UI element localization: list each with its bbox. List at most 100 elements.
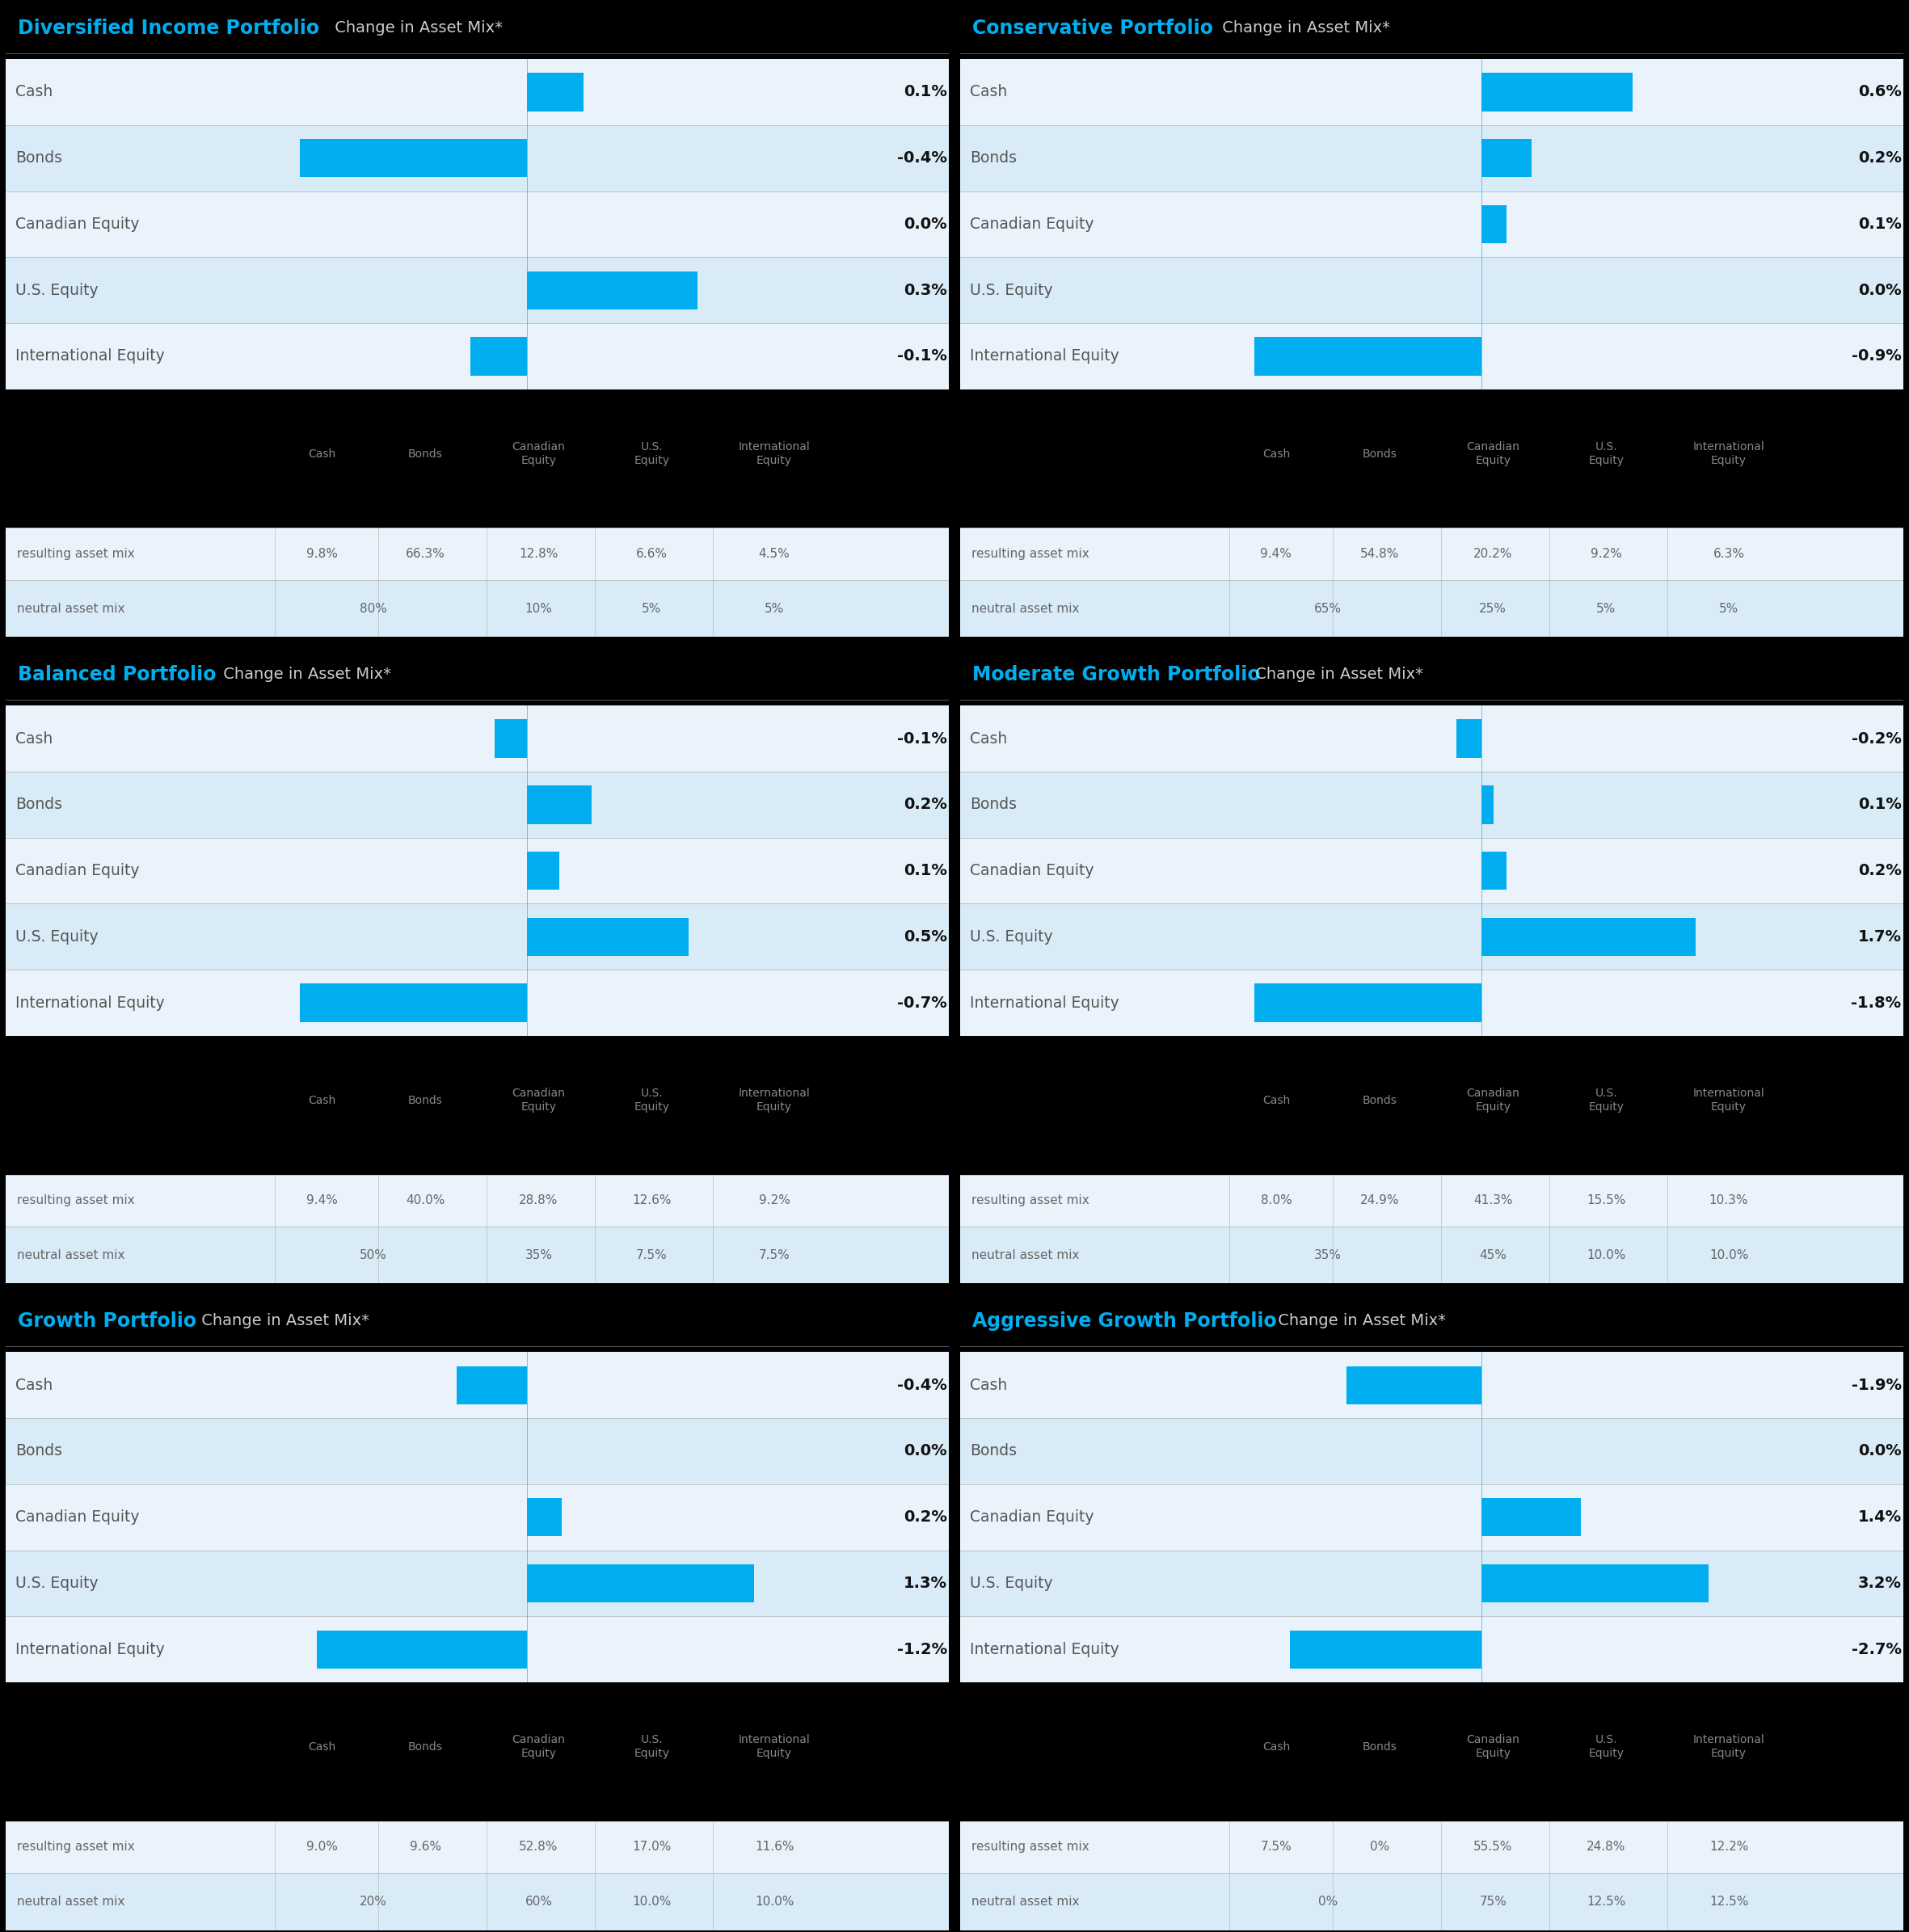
Text: 7.5%: 7.5% (758, 1248, 790, 1262)
Text: Change in Asset Mix*: Change in Asset Mix* (1218, 21, 1390, 35)
Text: International Equity: International Equity (970, 995, 1119, 1010)
Text: 0%: 0% (1371, 1841, 1390, 1853)
Text: Bonds: Bonds (409, 1741, 443, 1752)
Text: Cash: Cash (307, 1095, 336, 1105)
Bar (527, 73, 584, 112)
Text: International Equity: International Equity (970, 1642, 1119, 1658)
Bar (6, 970, 949, 1036)
Text: 6.6%: 6.6% (636, 549, 668, 560)
Text: Cash: Cash (1262, 448, 1290, 460)
Text: International
Equity: International Equity (1693, 1088, 1764, 1113)
Text: resulting asset mix: resulting asset mix (17, 549, 136, 560)
Text: resulting asset mix: resulting asset mix (972, 1194, 1090, 1208)
Text: 52.8%: 52.8% (519, 1841, 557, 1853)
Text: -0.4%: -0.4% (897, 1378, 947, 1393)
Text: 15.5%: 15.5% (1586, 1194, 1626, 1208)
Bar (960, 1484, 1903, 1549)
Bar (6, 191, 949, 257)
Text: -0.9%: -0.9% (1852, 348, 1901, 363)
Bar (6, 1352, 949, 1418)
Text: 65%: 65% (1313, 603, 1342, 614)
Text: 0.6%: 0.6% (1857, 85, 1901, 100)
Bar (960, 1352, 1903, 1418)
Text: 45%: 45% (1479, 1248, 1506, 1262)
Text: 28.8%: 28.8% (519, 1194, 557, 1208)
Bar (1290, 1631, 1481, 1669)
Text: 1.7%: 1.7% (1857, 929, 1901, 945)
Text: Cash: Cash (15, 85, 53, 100)
Bar (960, 527, 1903, 580)
Bar (317, 1631, 527, 1669)
Bar (960, 1874, 1903, 1930)
Bar (960, 1175, 1903, 1227)
Text: Canadian Equity: Canadian Equity (970, 864, 1094, 879)
Text: Bonds: Bonds (970, 798, 1016, 811)
Text: 12.6%: 12.6% (632, 1194, 672, 1208)
Text: -1.8%: -1.8% (1852, 995, 1901, 1010)
Text: 24.8%: 24.8% (1586, 1841, 1626, 1853)
Bar (470, 338, 527, 375)
Bar (960, 60, 1903, 126)
Text: Canadian
Equity: Canadian Equity (512, 1735, 565, 1760)
Bar (960, 1227, 1903, 1283)
Text: -1.2%: -1.2% (897, 1642, 947, 1658)
Text: 12.5%: 12.5% (1586, 1895, 1626, 1907)
Text: 9.4%: 9.4% (1260, 549, 1292, 560)
Bar (1481, 852, 1506, 891)
Text: Canadian Equity: Canadian Equity (15, 216, 139, 232)
Bar (6, 1227, 949, 1283)
Text: 10.3%: 10.3% (1709, 1194, 1749, 1208)
Bar (960, 904, 1903, 970)
Text: 0.2%: 0.2% (903, 798, 947, 811)
Text: International Equity: International Equity (15, 995, 164, 1010)
Text: 5%: 5% (641, 603, 662, 614)
Bar (6, 771, 949, 838)
Text: Change in Asset Mix*: Change in Asset Mix* (1250, 667, 1424, 682)
Text: -0.4%: -0.4% (897, 151, 947, 166)
Text: 0.5%: 0.5% (903, 929, 947, 945)
Text: neutral asset mix: neutral asset mix (972, 603, 1079, 614)
Text: Bonds: Bonds (970, 1443, 1016, 1459)
Text: -0.1%: -0.1% (897, 348, 947, 363)
Bar (300, 983, 527, 1022)
Text: Canadian Equity: Canadian Equity (15, 1509, 139, 1524)
Text: U.S. Equity: U.S. Equity (970, 1577, 1052, 1590)
Text: International
Equity: International Equity (739, 440, 809, 466)
Bar (300, 139, 527, 178)
Text: neutral asset mix: neutral asset mix (972, 1248, 1079, 1262)
Bar (960, 705, 1903, 771)
Text: -0.7%: -0.7% (897, 995, 947, 1010)
Text: Cash: Cash (1262, 1095, 1290, 1105)
Text: U.S.
Equity: U.S. Equity (1588, 440, 1625, 466)
Text: International
Equity: International Equity (739, 1735, 809, 1760)
Text: International Equity: International Equity (15, 1642, 164, 1658)
Bar (1481, 139, 1531, 178)
Text: 54.8%: 54.8% (1361, 549, 1399, 560)
Text: Bonds: Bonds (15, 1443, 61, 1459)
Bar (960, 1418, 1903, 1484)
Bar (1481, 205, 1506, 243)
Bar (6, 257, 949, 323)
Bar (960, 1822, 1903, 1874)
Text: Canadian
Equity: Canadian Equity (1466, 1088, 1520, 1113)
Text: 9.4%: 9.4% (305, 1194, 338, 1208)
Bar (6, 1175, 949, 1227)
Bar (494, 719, 527, 757)
Text: International Equity: International Equity (15, 348, 164, 363)
Text: neutral asset mix: neutral asset mix (972, 1895, 1079, 1907)
Text: Canadian
Equity: Canadian Equity (1466, 440, 1520, 466)
Text: 0%: 0% (1319, 1895, 1338, 1907)
Bar (1254, 983, 1481, 1022)
Text: 60%: 60% (525, 1895, 552, 1907)
Bar (960, 771, 1903, 838)
Text: U.S. Equity: U.S. Equity (15, 929, 97, 945)
Text: Canadian
Equity: Canadian Equity (1466, 1735, 1520, 1760)
Text: Canadian
Equity: Canadian Equity (512, 440, 565, 466)
Text: 50%: 50% (361, 1248, 388, 1262)
Text: Diversified Income Portfolio: Diversified Income Portfolio (17, 17, 319, 37)
Text: -2.7%: -2.7% (1852, 1642, 1901, 1658)
Bar (6, 705, 949, 771)
Text: 35%: 35% (1313, 1248, 1342, 1262)
Text: 10.0%: 10.0% (1586, 1248, 1626, 1262)
Text: resulting asset mix: resulting asset mix (972, 549, 1090, 560)
